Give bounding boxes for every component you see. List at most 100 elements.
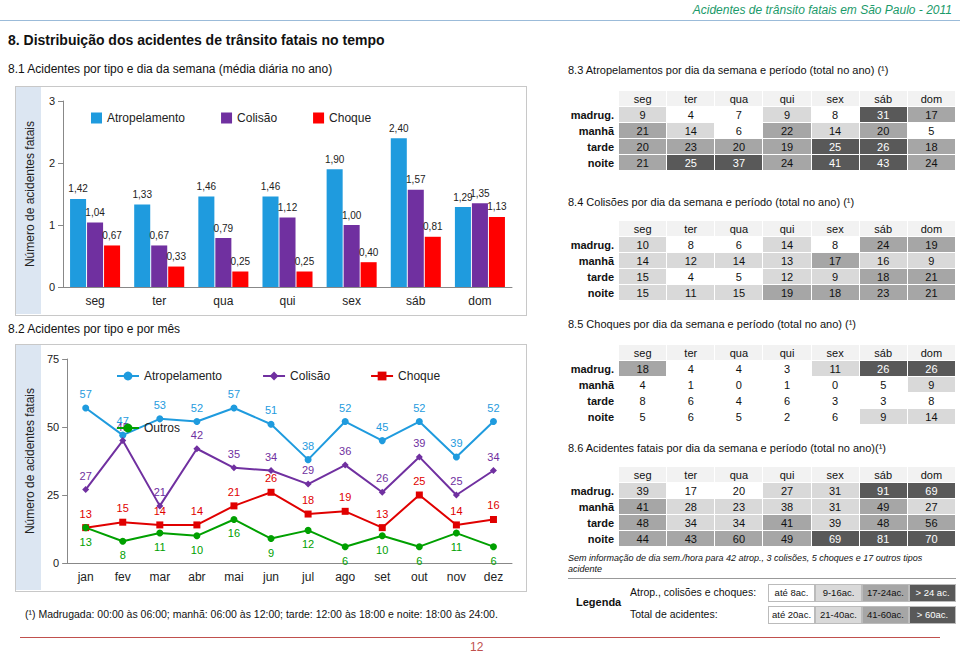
svg-text:52: 52 — [339, 402, 351, 414]
svg-text:1,33: 1,33 — [132, 189, 152, 200]
svg-text:12: 12 — [302, 538, 314, 550]
svg-text:1,00: 1,00 — [342, 210, 362, 221]
svg-text:seg: seg — [85, 294, 104, 308]
svg-text:14: 14 — [154, 505, 166, 517]
svg-text:jun: jun — [262, 570, 279, 584]
svg-text:0,67: 0,67 — [102, 230, 122, 241]
svg-text:2,40: 2,40 — [389, 123, 409, 134]
svg-text:42: 42 — [191, 429, 203, 441]
svg-text:15: 15 — [117, 502, 129, 514]
svg-text:0: 0 — [49, 281, 55, 293]
svg-text:Atropelamento: Atropelamento — [107, 111, 185, 125]
svg-text:51: 51 — [265, 404, 277, 416]
svg-text:13: 13 — [80, 536, 92, 548]
svg-text:1,12: 1,12 — [278, 202, 298, 213]
svg-text:1,04: 1,04 — [85, 207, 105, 218]
svg-text:6: 6 — [490, 555, 496, 567]
svg-text:26: 26 — [265, 472, 277, 484]
svg-text:16: 16 — [228, 527, 240, 539]
svg-text:11: 11 — [154, 541, 165, 553]
svg-text:57: 57 — [228, 388, 240, 400]
svg-text:25: 25 — [47, 489, 59, 501]
svg-text:57: 57 — [80, 388, 92, 400]
svg-text:qua: qua — [213, 294, 233, 308]
svg-text:52: 52 — [413, 402, 425, 414]
svg-text:45: 45 — [376, 421, 388, 433]
svg-text:Choque: Choque — [398, 369, 440, 383]
svg-text:26: 26 — [376, 472, 388, 484]
svg-text:0,67: 0,67 — [149, 230, 169, 241]
svg-text:0,25: 0,25 — [231, 256, 251, 267]
svg-text:jul: jul — [301, 570, 314, 584]
svg-text:34: 34 — [265, 451, 277, 463]
svg-text:75: 75 — [47, 353, 59, 365]
svg-text:39: 39 — [413, 437, 425, 449]
svg-text:Número de acidentes fatais: Número de acidentes fatais — [23, 121, 37, 267]
svg-text:39: 39 — [450, 437, 462, 449]
svg-text:50: 50 — [47, 421, 59, 433]
svg-text:13: 13 — [376, 508, 388, 520]
svg-text:1,35: 1,35 — [470, 188, 490, 199]
svg-text:10: 10 — [191, 544, 203, 556]
svg-text:sáb: sáb — [406, 294, 426, 308]
svg-text:0,79: 0,79 — [214, 223, 234, 234]
svg-text:sex: sex — [342, 294, 361, 308]
svg-text:0,33: 0,33 — [166, 251, 186, 262]
svg-text:set: set — [374, 570, 391, 584]
svg-text:Outros: Outros — [144, 421, 180, 435]
svg-text:38: 38 — [302, 440, 314, 452]
svg-text:8: 8 — [120, 549, 126, 561]
svg-text:1,13: 1,13 — [487, 201, 507, 212]
svg-text:abr: abr — [188, 570, 205, 584]
svg-text:Colisão: Colisão — [290, 369, 330, 383]
svg-text:qui: qui — [279, 294, 295, 308]
svg-text:14: 14 — [450, 505, 462, 517]
svg-text:21: 21 — [228, 486, 240, 498]
svg-text:1,46: 1,46 — [261, 181, 281, 192]
svg-text:1,42: 1,42 — [68, 183, 88, 194]
svg-text:2: 2 — [49, 157, 55, 169]
svg-text:21: 21 — [154, 486, 166, 498]
svg-text:16: 16 — [487, 499, 499, 511]
svg-text:Atropelamento: Atropelamento — [144, 369, 222, 383]
svg-text:3: 3 — [49, 95, 55, 107]
svg-text:0,81: 0,81 — [423, 221, 443, 232]
svg-text:Colisão: Colisão — [237, 111, 277, 125]
svg-text:6: 6 — [342, 555, 348, 567]
svg-text:9: 9 — [268, 547, 274, 559]
svg-text:0: 0 — [53, 557, 59, 569]
svg-text:14: 14 — [191, 505, 203, 517]
svg-text:36: 36 — [339, 445, 351, 457]
svg-text:19: 19 — [339, 491, 351, 503]
svg-text:nov: nov — [447, 570, 466, 584]
svg-text:dez: dez — [484, 570, 503, 584]
svg-text:52: 52 — [487, 402, 499, 414]
svg-text:29: 29 — [302, 464, 314, 476]
svg-text:out: out — [411, 570, 428, 584]
svg-text:0,40: 0,40 — [359, 247, 379, 258]
svg-text:52: 52 — [191, 402, 203, 414]
svg-text:mai: mai — [224, 570, 243, 584]
svg-text:mar: mar — [149, 570, 170, 584]
svg-text:18: 18 — [302, 494, 314, 506]
svg-text:11: 11 — [451, 541, 462, 553]
svg-text:34: 34 — [487, 451, 499, 463]
svg-text:1,46: 1,46 — [197, 181, 217, 192]
svg-text:1,57: 1,57 — [406, 174, 426, 185]
svg-text:10: 10 — [376, 544, 388, 556]
svg-text:1: 1 — [49, 219, 55, 231]
svg-text:Número de acidentes fatais: Número de acidentes fatais — [23, 388, 37, 534]
svg-text:fev: fev — [115, 570, 131, 584]
svg-text:dom: dom — [468, 294, 491, 308]
svg-text:jan: jan — [77, 570, 94, 584]
svg-text:27: 27 — [80, 470, 92, 482]
svg-text:25: 25 — [450, 475, 462, 487]
svg-text:13: 13 — [80, 508, 92, 520]
svg-text:35: 35 — [228, 448, 240, 460]
svg-text:ter: ter — [152, 294, 166, 308]
svg-text:Choque: Choque — [329, 111, 371, 125]
svg-text:6: 6 — [416, 555, 422, 567]
svg-text:25: 25 — [413, 475, 425, 487]
svg-text:ago: ago — [335, 570, 355, 584]
svg-text:0,25: 0,25 — [295, 256, 315, 267]
